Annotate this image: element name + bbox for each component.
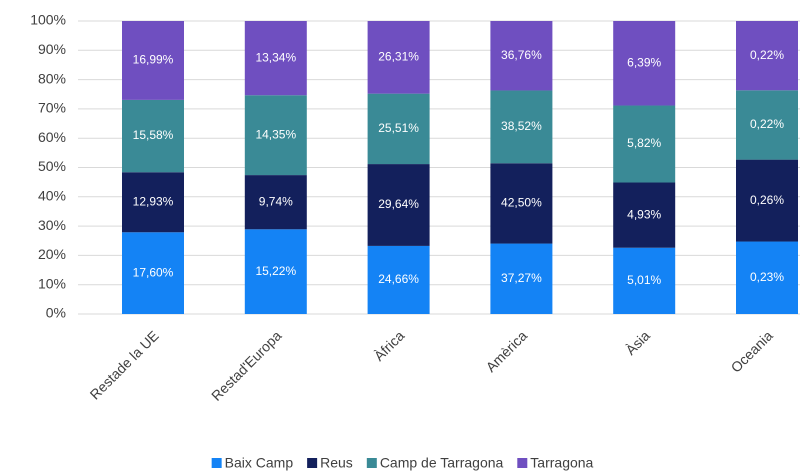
data-label: 0,22% [750, 117, 784, 131]
data-label: 37,27% [501, 271, 542, 285]
data-label: 17,60% [133, 265, 174, 279]
bar-segment [613, 247, 676, 314]
legend-label: Reus [320, 455, 353, 471]
data-label: 5,82% [627, 136, 661, 150]
y-tick-label: 10% [38, 275, 66, 291]
data-label: 15,22% [255, 264, 296, 278]
x-tick-label: Àfrica [371, 327, 408, 364]
data-label: 12,93% [133, 194, 174, 208]
bar-segment [367, 245, 430, 314]
legend-label: Camp de Tarragona [380, 455, 504, 471]
bar-segment [613, 21, 676, 106]
bar-segment [244, 175, 307, 230]
legend-label: Baix Camp [225, 455, 294, 471]
data-label: 6,39% [627, 55, 661, 69]
data-label: 14,35% [255, 127, 296, 141]
data-label: 4,93% [627, 207, 661, 221]
bar-segment [367, 93, 430, 165]
y-tick-label: 50% [38, 158, 66, 174]
x-tick-label: Restade la UE [87, 327, 162, 402]
data-label: 0,22% [750, 48, 784, 62]
legend-swatch [517, 458, 528, 468]
bar-segment [736, 21, 798, 91]
bar-segment [490, 21, 553, 91]
bar-segment [367, 164, 430, 246]
bar-segment [122, 99, 184, 173]
data-label: 5,01% [627, 273, 661, 287]
y-tick-label: 90% [38, 41, 66, 57]
bar-segment [367, 21, 430, 94]
legend: Baix Camp Reus Camp de Tarragona Tarragona [211, 455, 594, 471]
bar-segment [490, 90, 553, 164]
bar-segment [613, 182, 676, 248]
bar-segment [736, 90, 798, 160]
bar-segment [244, 95, 307, 176]
bar-segment [736, 159, 798, 242]
data-label: 29,64% [378, 197, 419, 211]
data-label: 13,34% [255, 50, 296, 64]
legend-swatch [366, 458, 377, 468]
y-tick-label: 40% [38, 188, 66, 204]
legend-swatch [307, 458, 318, 468]
data-label: 42,50% [501, 196, 542, 210]
data-label: 16,99% [133, 53, 174, 67]
data-label: 0,23% [750, 270, 784, 284]
data-label: 9,74% [259, 194, 293, 208]
bar-segment [244, 21, 307, 96]
bar-segment [122, 21, 184, 100]
y-tick-label: 60% [38, 129, 66, 145]
data-label: 36,76% [501, 48, 542, 62]
x-tick-label: Restad'Europa [208, 327, 285, 404]
legend-label: Tarragona [530, 455, 593, 471]
data-label: 15,58% [133, 128, 174, 142]
data-label: 24,66% [378, 272, 419, 286]
bar-segment [122, 232, 184, 314]
bar-segment [490, 243, 553, 314]
y-tick-label: 80% [38, 70, 66, 86]
bar-segment [736, 241, 798, 314]
data-label: 38,52% [501, 119, 542, 133]
y-tick-label: 0% [46, 305, 66, 321]
bar-segment [122, 172, 184, 233]
data-label: 0,26% [750, 193, 784, 207]
y-tick-label: 70% [38, 100, 66, 116]
data-label: 25,51% [378, 121, 419, 135]
bar-segment [490, 163, 553, 244]
x-tick-label: Oceania [728, 327, 776, 375]
y-tick-label: 100% [30, 12, 66, 28]
bar-segment [613, 105, 676, 183]
x-tick-label: Àsia [622, 327, 653, 358]
y-tick-label: 30% [38, 217, 66, 233]
y-tick-label: 20% [38, 246, 66, 262]
x-tick-label: Amèrica [483, 327, 531, 375]
data-label: 26,31% [378, 49, 419, 63]
bar-segment [244, 229, 307, 314]
legend-swatch [211, 458, 222, 468]
